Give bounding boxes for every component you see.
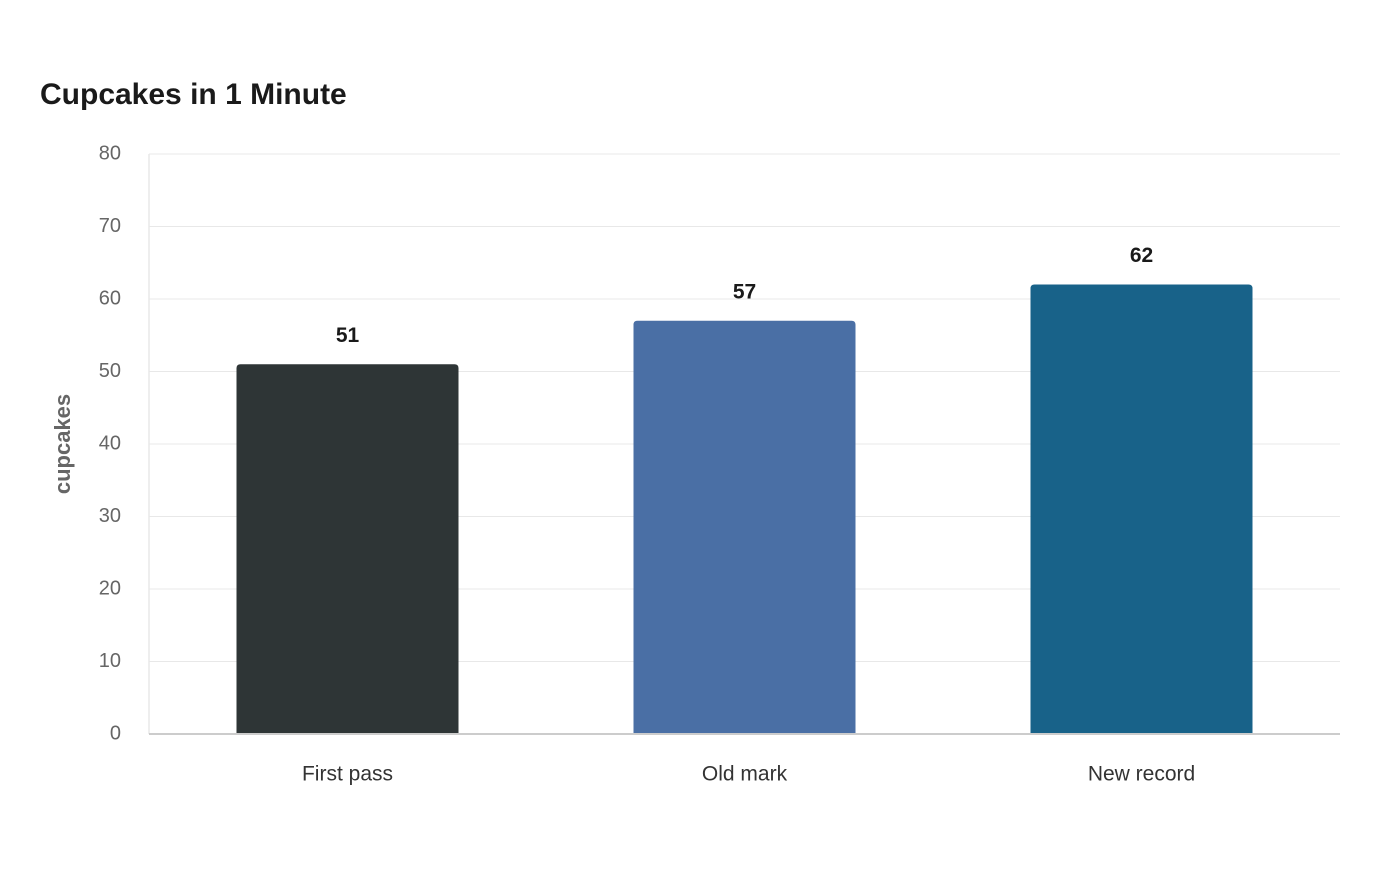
y-tick-label: 50 [99, 360, 121, 382]
bar [633, 320, 856, 734]
x-tick-label: First pass [302, 763, 393, 786]
y-tick-label: 30 [99, 505, 121, 527]
bar [1030, 284, 1253, 734]
y-tick-label: 60 [99, 287, 121, 309]
y-axis-label: cupcakes [50, 394, 75, 494]
y-tick-label: 80 [99, 142, 121, 164]
data-label: 51 [336, 324, 360, 347]
y-tick-label: 20 [99, 577, 121, 599]
data-label: 62 [1130, 244, 1153, 267]
x-tick-label: Old mark [702, 763, 788, 786]
chart-title: Cupcakes in 1 Minute [40, 78, 347, 111]
y-tick-label: 40 [99, 432, 121, 454]
y-tick-label: 0 [110, 722, 121, 744]
bar [236, 364, 459, 734]
x-tick-label: New record [1088, 763, 1195, 786]
data-label: 57 [733, 280, 756, 303]
y-tick-label: 70 [99, 215, 121, 237]
y-tick-label: 10 [99, 650, 121, 672]
